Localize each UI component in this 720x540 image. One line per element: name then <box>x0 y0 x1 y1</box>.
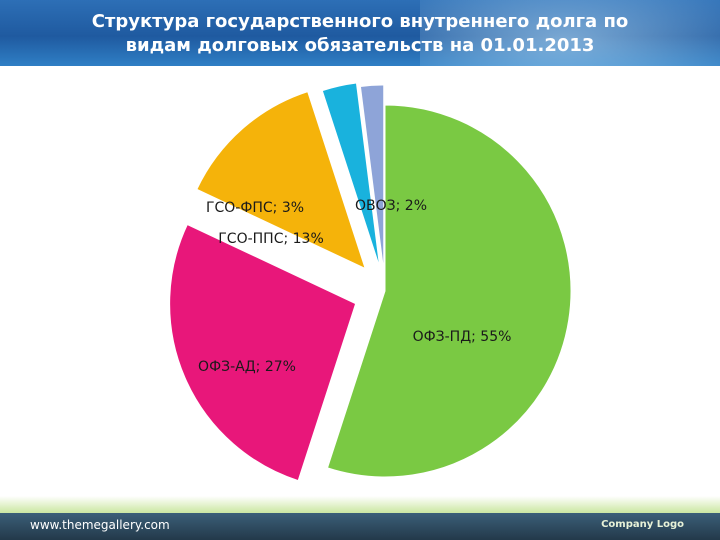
pie-slice-5 <box>359 84 385 272</box>
footer-bar <box>0 513 720 540</box>
slice-data-label: ГСО-ППС; 13% <box>218 231 324 247</box>
slide-title: Структура государственного внутреннего д… <box>91 11 629 56</box>
pie-slice-1 <box>326 104 572 478</box>
footer-url[interactable]: www.themegallery.com <box>30 518 170 532</box>
pie-slice-3 <box>196 90 366 270</box>
company-logo: Company Logo <box>601 519 684 530</box>
pie-slice-2 <box>169 223 357 482</box>
pie-chart-svg: % ОФЗ-ПД; 55%ОФЗ-АД; 27%ГСО-ППС; 13%ГСО-… <box>169 82 572 482</box>
slice-data-label: ГСО-ФПС; 3% <box>206 200 304 216</box>
slice-data-label: ОФЗ-ПД; 55% <box>413 329 512 345</box>
pie-slice-4 <box>321 82 381 268</box>
header-glow <box>420 0 720 66</box>
pie-chart: % ОФЗ-ПД; 55%ОФЗ-АД; 27%ГСО-ППС; 13%ГСО-… <box>0 66 720 496</box>
slice-data-label: ОФЗ-АД; 27% <box>198 359 296 375</box>
header-bar: Структура государственного внутреннего д… <box>0 0 720 66</box>
slice-data-label: ОВОЗ; 2% <box>355 198 427 214</box>
